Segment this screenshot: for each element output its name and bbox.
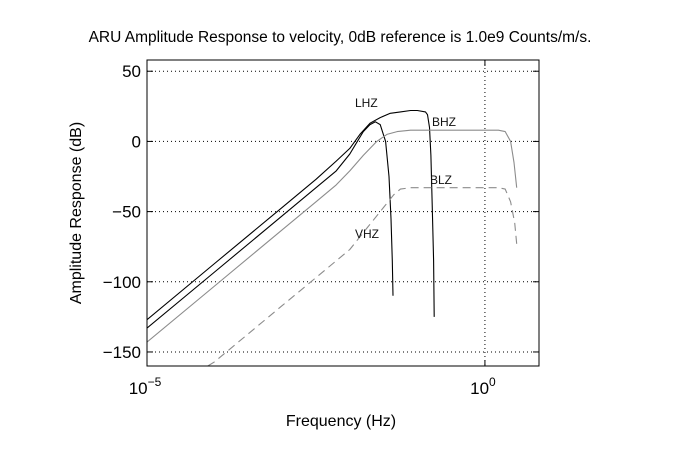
- y-axis-label: Amplitude Response (dB): [68, 122, 85, 304]
- series-line-vhz: [147, 121, 394, 329]
- series-label-vhz: VHZ: [355, 227, 379, 241]
- axis-ticks: 50 0 −50 −100 −150 10−5 100: [103, 60, 539, 398]
- series-line-lhz: [147, 109, 435, 321]
- series-lines: [147, 109, 518, 366]
- series-label-lhz: LHZ: [355, 96, 378, 110]
- series-label-blz: BLZ: [430, 173, 452, 187]
- y-tick-label: −50: [112, 203, 141, 222]
- y-tick-label: 50: [122, 62, 141, 81]
- y-tick-label: 0: [132, 132, 141, 151]
- plot-area-frame: [146, 59, 540, 367]
- y-tick-label: −150: [103, 343, 141, 362]
- grid-lines: [147, 60, 539, 366]
- x-tick-label: 100: [470, 375, 496, 398]
- series-line-bhz: [147, 129, 518, 343]
- x-tick-label: 10−5: [129, 375, 162, 398]
- x-axis-label: Frequency (Hz): [286, 413, 396, 430]
- series-line-blz: [207, 187, 518, 366]
- y-tick-label: −100: [103, 273, 141, 292]
- series-label-bhz: BHZ: [432, 115, 456, 129]
- chart-title: ARU Amplitude Response to velocity, 0dB …: [89, 29, 592, 46]
